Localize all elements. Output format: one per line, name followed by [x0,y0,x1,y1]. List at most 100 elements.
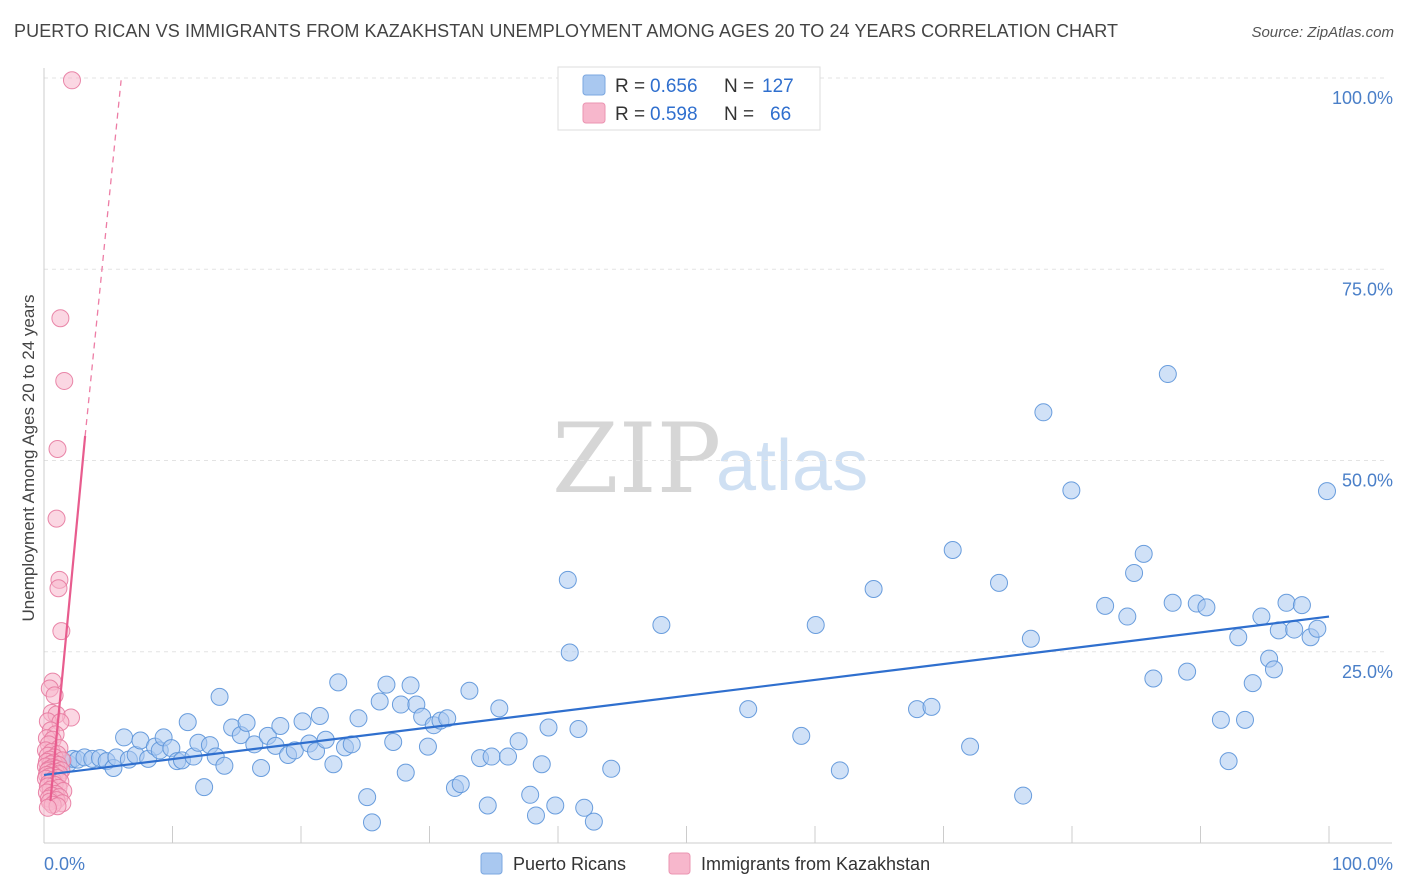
puerto-ricans-point-81 [569,720,588,739]
y-tick-label-75: 75.0% [1342,279,1393,299]
puerto-ricans-point-26 [195,778,214,797]
puerto-ricans-point-71 [490,699,509,718]
puerto-ricans-point-89 [830,761,849,780]
puerto-ricans-point-47 [329,673,348,692]
kazakhstan-point-1 [51,309,70,328]
puerto-ricans-point-50 [349,709,368,728]
puerto-ricans-point-79 [558,570,577,589]
puerto-ricans-point-33 [237,713,256,732]
puerto-ricans-point-110 [1211,710,1230,729]
puerto-ricans-point-107 [1178,662,1197,681]
y-tick-label-100: 100.0% [1332,88,1393,108]
kazakhstan-point-2 [55,371,74,390]
legend-n-label-1: N = [724,76,754,97]
kazakhstan-point-65 [38,798,57,817]
puerto-ricans-point-96 [1014,786,1033,805]
bottom-legend: Puerto Ricans Immigrants from Kazakhstan [480,852,930,875]
trend-line-puerto-ricans [43,615,1330,777]
y-tick-labels: 100.0% 75.0% 50.0% 25.0% [1332,88,1393,682]
puerto-ricans-point-67 [460,681,479,700]
puerto-ricans-point-100 [1096,596,1115,615]
puerto-ricans-point-75 [526,806,545,825]
puerto-ricans-point-103 [1134,544,1153,563]
puerto-ricans-point-120 [1285,620,1304,639]
puerto-ricans-point-35 [252,759,271,778]
puerto-ricans-point-92 [922,697,941,716]
puerto-ricans-point-40 [285,741,304,760]
puerto-ricans-point-115 [1252,607,1271,626]
kazakhstan-point-6 [49,579,68,598]
kazakhstan-point-10 [45,686,64,705]
puerto-ricans-point-70 [482,747,501,766]
puerto-ricans-point-94 [961,737,980,756]
puerto-ricans-point-76 [532,755,551,774]
puerto-ricans-point-104 [1144,669,1163,688]
kazakhstan-point-0 [62,71,81,90]
legend-n-label-2: N = [724,104,754,125]
puerto-ricans-point-102 [1125,563,1144,582]
puerto-ricans-point-80 [560,643,579,662]
puerto-ricans-point-114 [1243,674,1262,693]
puerto-ricans-point-83 [584,812,603,831]
puerto-ricans-point-109 [1197,598,1216,617]
puerto-ricans-point-44 [310,707,329,726]
trend-line-kazakhstan [49,435,87,802]
puerto-ricans-point-29 [210,687,229,706]
puerto-ricans-point-101 [1118,607,1137,626]
legend-swatch-puerto-ricans [582,74,606,96]
puerto-ricans-point-85 [652,615,671,634]
legend-n-value-2: 66 [770,104,791,125]
puerto-ricans-point-84 [602,759,621,778]
puerto-ricans-point-98 [1034,403,1053,422]
legend-swatch-kazakhstan [582,102,606,124]
puerto-ricans-point-54 [377,675,396,694]
puerto-ricans-point-88 [806,615,825,634]
bottom-legend-label-kazakhstan: Immigrants from Kazakhstan [701,854,930,874]
puerto-ricans-point-38 [271,716,290,735]
bottom-legend-swatch-puerto-ricans [480,852,503,875]
watermark-zip: ZIP [552,403,721,515]
puerto-ricans-point-57 [396,763,415,782]
gridlines [44,77,1384,653]
puerto-ricans-point-124 [1318,482,1336,501]
puerto-ricans-point-123 [1308,619,1327,638]
puerto-ricans-point-69 [478,796,497,815]
puerto-ricans-point-53 [370,692,389,711]
puerto-ricans-point-61 [418,737,437,756]
puerto-ricans-point-30 [215,756,234,775]
puerto-ricans-point-111 [1219,752,1238,771]
puerto-ricans-point-113 [1236,710,1255,729]
puerto-ricans-point-46 [324,755,343,774]
legend-r-label-1: R = [615,76,645,97]
legend-r-label-2: R = [615,104,645,125]
kazakhstan-point-3 [48,440,67,459]
puerto-ricans-point-105 [1158,365,1177,384]
puerto-ricans-point-51 [358,788,377,807]
puerto-ricans-point-112 [1229,628,1248,647]
puerto-ricans-point-55 [384,733,403,752]
x-tick-label-min: 0.0% [44,854,85,874]
puerto-ricans-point-106 [1163,593,1182,612]
puerto-ricans-point-119 [1277,593,1296,612]
puerto-ricans-point-77 [539,718,558,737]
trend-lines [43,80,1330,802]
trend-line-kazakhstan-extension [84,80,122,437]
puerto-ricans-point-87 [792,726,811,745]
puerto-ricans-point-66 [451,775,470,794]
bottom-legend-swatch-kazakhstan [668,852,691,875]
x-tick-labels: 0.0% 100.0% [44,854,1393,874]
puerto-ricans-point-23 [178,713,197,732]
puerto-ricans-point-97 [1021,629,1040,648]
puerto-ricans-point-82 [575,798,594,817]
y-axis-label: Unemployment Among Ages 20 to 24 years [19,295,38,622]
puerto-ricans-point-121 [1292,596,1311,615]
puerto-ricans-point-41 [293,712,312,731]
puerto-ricans-point-90 [864,580,883,599]
puerto-ricans-point-78 [546,796,565,815]
puerto-ricans-point-72 [499,747,518,766]
legend-n-value-1: 127 [762,76,794,97]
puerto-ricans-point-117 [1264,660,1283,679]
puerto-ricans-point-49 [342,735,361,754]
puerto-ricans-point-93 [943,541,962,560]
